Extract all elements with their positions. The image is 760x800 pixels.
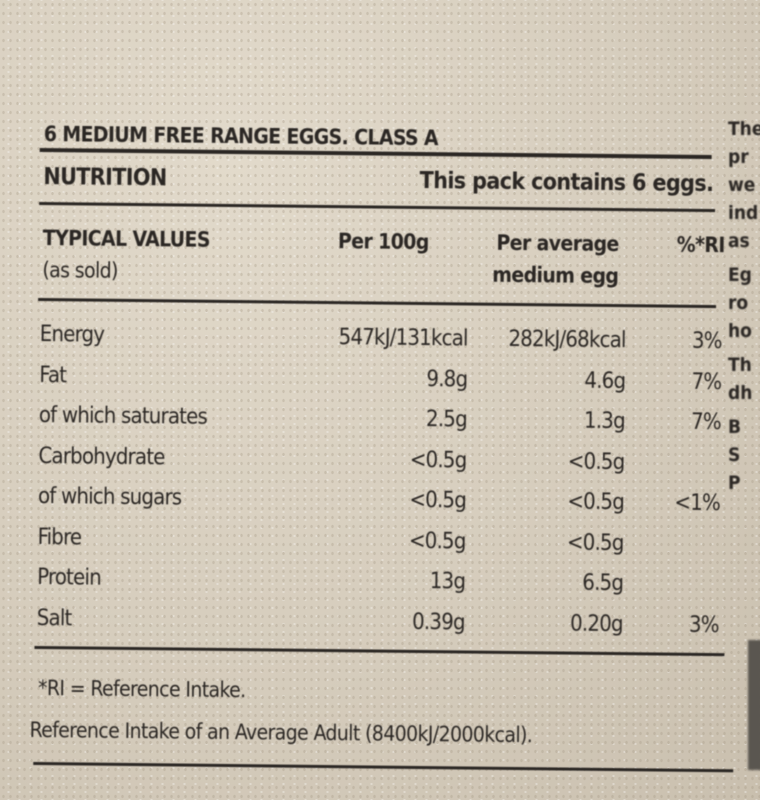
header-per-egg: Per average — [496, 230, 619, 257]
value-per-egg: 6.5g — [582, 570, 624, 597]
nutrient-row: of which saturates 2.5g 1.3g 7% — [37, 403, 721, 446]
value-per-egg: <0.5g — [567, 449, 625, 475]
value-ri: <1% — [674, 490, 721, 517]
edge-fragment: ro — [728, 292, 749, 314]
header-per-egg-2: medium egg — [492, 262, 619, 289]
pack-note: This pack contains 6 eggs. — [419, 167, 714, 198]
nutrient-name: Fibre — [37, 524, 82, 550]
adjacent-panel-text: The pr we ind as Eg ro ho Th dh B S P — [728, 118, 760, 500]
edge-fragment: as — [728, 230, 750, 252]
edge-fragment: The — [728, 118, 760, 140]
value-per-100g: 547kJ/131kcal — [338, 325, 468, 352]
edge-fragment: Eg — [728, 264, 752, 286]
value-per-egg: <0.5g — [566, 530, 624, 556]
nutrient-name: of which saturates — [38, 403, 208, 430]
nutrient-name: Energy — [39, 322, 105, 348]
value-per-100g: 2.5g — [425, 407, 467, 433]
edge-fragment: we — [728, 174, 756, 196]
value-per-100g: <0.5g — [409, 487, 467, 514]
nutrient-name: Carbohydrate — [38, 443, 165, 470]
product-title: 6 MEDIUM FREE RANGE EGGS. CLASS A — [43, 122, 439, 151]
value-ri: 7% — [691, 369, 722, 395]
nutrient-row: Salt 0.39g 0.20g 3% — [35, 605, 719, 648]
footnote-ri: *RI = Reference Intake. — [37, 676, 246, 703]
nutrient-row: Fat 9.8g 4.6g 7% — [37, 362, 721, 405]
edge-fragment: ho — [728, 320, 752, 342]
value-per-100g: <0.5g — [408, 528, 466, 554]
value-per-100g: 9.8g — [426, 366, 468, 392]
value-per-egg: 282kJ/68kcal — [508, 326, 626, 354]
edge-fragment: pr — [728, 146, 749, 168]
value-per-100g: <0.5g — [409, 447, 467, 473]
edge-fragment: ind — [728, 202, 759, 224]
value-per-egg: 4.6g — [584, 368, 626, 394]
nutrient-name: Fat — [39, 362, 67, 388]
edge-fragment: Th — [728, 354, 752, 376]
value-ri: 3% — [691, 328, 722, 355]
value-per-100g: 0.39g — [411, 609, 465, 635]
header-as-sold: (as sold) — [42, 258, 118, 283]
header-typical-values: TYPICAL VALUES — [42, 226, 210, 252]
value-per-egg: 1.3g — [583, 408, 625, 435]
value-ri: 3% — [688, 612, 719, 638]
value-ri: 7% — [690, 409, 721, 436]
edge-fragment: dh — [728, 382, 753, 404]
edge-fragment: P — [728, 472, 741, 494]
adjacent-panel — [748, 640, 760, 770]
edge-fragment: S — [728, 444, 741, 466]
value-per-egg: <0.5g — [567, 489, 625, 516]
nutrition-heading: NUTRITION — [43, 164, 167, 192]
nutrient-name: Protein — [37, 564, 102, 591]
nutrient-row: Energy 547kJ/131kcal 282kJ/68kcal 3% — [37, 322, 722, 365]
header-ri: %*RI — [676, 232, 725, 258]
edge-fragment: B — [728, 416, 742, 438]
value-per-100g: 13g — [429, 569, 466, 595]
nutrient-name: Salt — [36, 605, 72, 631]
nutrient-row: Carbohydrate <0.5g <0.5g — [36, 443, 716, 486]
nutrient-name: of which sugars — [37, 484, 182, 511]
nutrient-row: Protein 13g 6.5g — [35, 565, 715, 608]
value-per-egg: 0.20g — [569, 611, 623, 637]
nutrient-row: Fibre <0.5g <0.5g — [35, 524, 715, 567]
header-per-100g: Per 100g — [337, 229, 429, 255]
nutrient-row: of which sugars <0.5g <0.5g <1% — [36, 484, 720, 527]
